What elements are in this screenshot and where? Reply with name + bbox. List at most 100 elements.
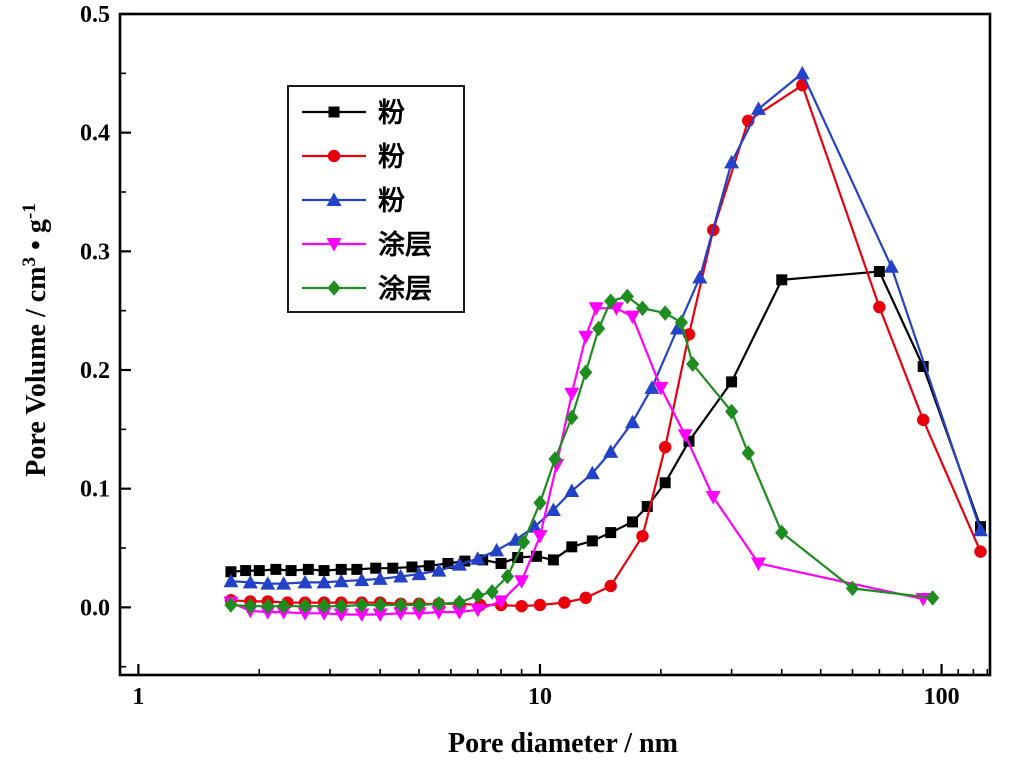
data-point-marker	[333, 573, 349, 588]
data-point-marker	[317, 598, 331, 614]
y-axis-label-sup-minus1: -1	[18, 203, 40, 220]
data-point-marker	[515, 599, 528, 613]
data-point-marker	[394, 597, 408, 613]
data-point-marker	[686, 356, 700, 372]
data-point-marker	[566, 541, 578, 553]
data-point-marker	[564, 483, 580, 498]
data-point-marker	[326, 238, 342, 252]
data-point-marker	[335, 563, 347, 575]
data-point-marker	[285, 565, 297, 577]
legend-entry: 粉	[302, 98, 405, 129]
y-tick-label: 0.1	[80, 477, 110, 503]
legend-label: 粉	[378, 186, 405, 217]
series-diamond	[224, 288, 940, 614]
data-point-marker	[411, 566, 427, 581]
data-point-marker	[514, 575, 530, 589]
data-point-marker	[489, 542, 505, 557]
data-point-marker	[659, 477, 671, 489]
data-point-marker	[579, 364, 593, 381]
data-point-marker	[302, 563, 314, 575]
data-point-marker	[261, 598, 275, 614]
y-tick-label: 0.4	[80, 121, 110, 147]
data-point-marker	[705, 490, 721, 505]
data-point-marker	[477, 554, 489, 566]
data-point-marker	[972, 522, 988, 537]
y-tick-label: 0.2	[80, 358, 110, 384]
data-point-marker	[442, 557, 454, 569]
data-point-marker	[530, 550, 542, 562]
data-point-marker	[327, 149, 341, 163]
y-axis-label: Pore Volume / cm3 • g-1	[19, 203, 53, 476]
data-point-marker	[653, 381, 669, 396]
data-point-marker	[584, 465, 600, 480]
data-point-marker	[470, 603, 486, 618]
data-point-marker	[603, 444, 619, 458]
data-point-marker	[533, 598, 547, 612]
data-point-marker	[276, 576, 292, 590]
series-triangle-up	[223, 65, 988, 590]
x-axis-label: Pore diameter / nm	[448, 728, 678, 759]
data-point-marker	[451, 606, 467, 620]
data-point-marker	[974, 545, 987, 558]
data-point-marker	[548, 451, 562, 467]
data-point-marker	[726, 376, 738, 388]
series-line	[230, 270, 982, 573]
data-point-marker	[493, 595, 509, 609]
data-point-marker	[316, 607, 332, 621]
data-point-marker	[355, 597, 369, 613]
data-point-marker	[485, 584, 499, 600]
data-point-marker	[565, 409, 579, 426]
data-point-marker	[459, 555, 471, 567]
data-point-marker	[495, 557, 507, 569]
data-point-marker	[724, 403, 739, 420]
legend-label: 粉	[378, 142, 405, 173]
data-point-marker	[564, 387, 580, 402]
data-point-marker	[326, 192, 342, 206]
data-point-marker	[432, 595, 446, 612]
data-point-marker	[298, 598, 312, 614]
data-point-marker	[627, 516, 639, 528]
x-tick-label: 1	[132, 684, 144, 710]
data-point-marker	[586, 535, 598, 547]
data-point-marker	[372, 608, 388, 622]
legend-label: 涂层	[378, 273, 432, 305]
data-point-marker	[547, 554, 559, 566]
data-point-marker	[558, 596, 571, 609]
data-point-marker	[620, 288, 634, 305]
data-point-marker	[545, 502, 561, 517]
data-point-marker	[741, 445, 755, 461]
data-point-marker	[387, 562, 399, 574]
data-point-marker	[393, 607, 409, 621]
data-point-marker	[243, 598, 257, 614]
legend-entry: 涂层	[302, 273, 432, 305]
data-point-marker	[225, 566, 237, 578]
data-point-marker	[641, 500, 653, 512]
data-point-marker	[605, 527, 617, 539]
y-axis-label-text2: • g	[21, 219, 53, 257]
data-point-marker	[354, 572, 370, 587]
series-triangle-down	[223, 302, 931, 622]
data-point-marker	[625, 414, 641, 429]
data-point-marker	[373, 597, 387, 613]
data-point-marker	[588, 302, 604, 316]
data-point-marker	[512, 552, 524, 564]
data-point-marker	[411, 607, 427, 621]
data-point-marker	[917, 413, 930, 427]
y-tick-label: 0.0	[80, 595, 110, 621]
data-point-marker	[327, 280, 341, 296]
data-point-marker	[724, 154, 740, 169]
data-point-marker	[625, 310, 641, 325]
data-point-marker	[532, 530, 548, 544]
data-point-marker	[372, 571, 388, 585]
data-point-marker	[431, 563, 447, 577]
data-point-marker	[775, 524, 789, 541]
data-point-marker	[316, 574, 332, 589]
data-point-marker	[334, 598, 348, 614]
x-tick-label: 100	[924, 684, 960, 710]
data-point-marker	[253, 565, 265, 577]
data-point-marker	[393, 569, 409, 583]
data-point-marker	[260, 576, 276, 590]
data-point-marker	[579, 591, 592, 605]
